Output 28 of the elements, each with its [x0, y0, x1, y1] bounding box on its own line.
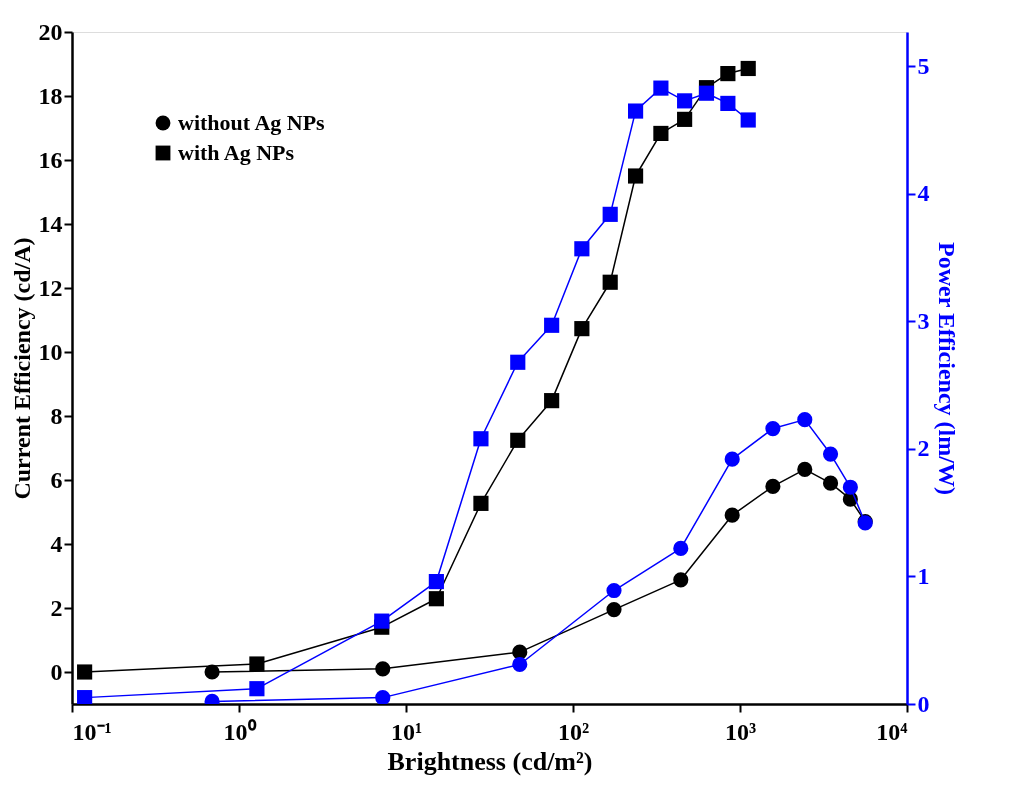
y2-tick-label: 1 — [917, 562, 930, 589]
y-tick-label: 14 — [38, 210, 63, 237]
y-tick-label: 8 — [50, 402, 63, 429]
y-tick-label: 20 — [38, 18, 63, 45]
legend-label: without Ag NPs — [178, 110, 326, 135]
y2-tick-label: 4 — [917, 180, 930, 207]
y-tick-label: 0 — [50, 658, 63, 685]
y2-tick-label: 5 — [917, 52, 930, 79]
y2-tick-label: 2 — [917, 435, 930, 462]
x-tick-label: 10⁰ — [223, 718, 257, 745]
y-tick-label: 2 — [50, 594, 63, 621]
y-tick-label: 10 — [38, 338, 63, 365]
y-tick-label: 18 — [38, 82, 63, 109]
x-tick-label: 10² — [557, 718, 590, 745]
y-tick-label: 6 — [50, 466, 63, 493]
y-tick-label: 4 — [50, 530, 63, 557]
y-tick-label: 12 — [38, 274, 63, 301]
y2-axis-title: Power Efficiency (lm/W) — [933, 242, 960, 495]
x-tick-label: 10³ — [724, 718, 757, 745]
legend-label: with Ag NPs — [178, 140, 295, 165]
y2-tick-label: 3 — [917, 307, 930, 334]
x-axis-title: Brightness (cd/m²) — [387, 746, 593, 776]
y-tick-label: 16 — [38, 146, 63, 173]
x-tick-label: 10⁴ — [876, 718, 908, 745]
x-tick-label: 10⁻¹ — [72, 718, 112, 745]
y-axis-title: Current Efficiency (cd/A) — [8, 237, 35, 500]
x-tick-label: 10¹ — [390, 718, 423, 745]
y2-tick-label: 0 — [917, 690, 930, 717]
